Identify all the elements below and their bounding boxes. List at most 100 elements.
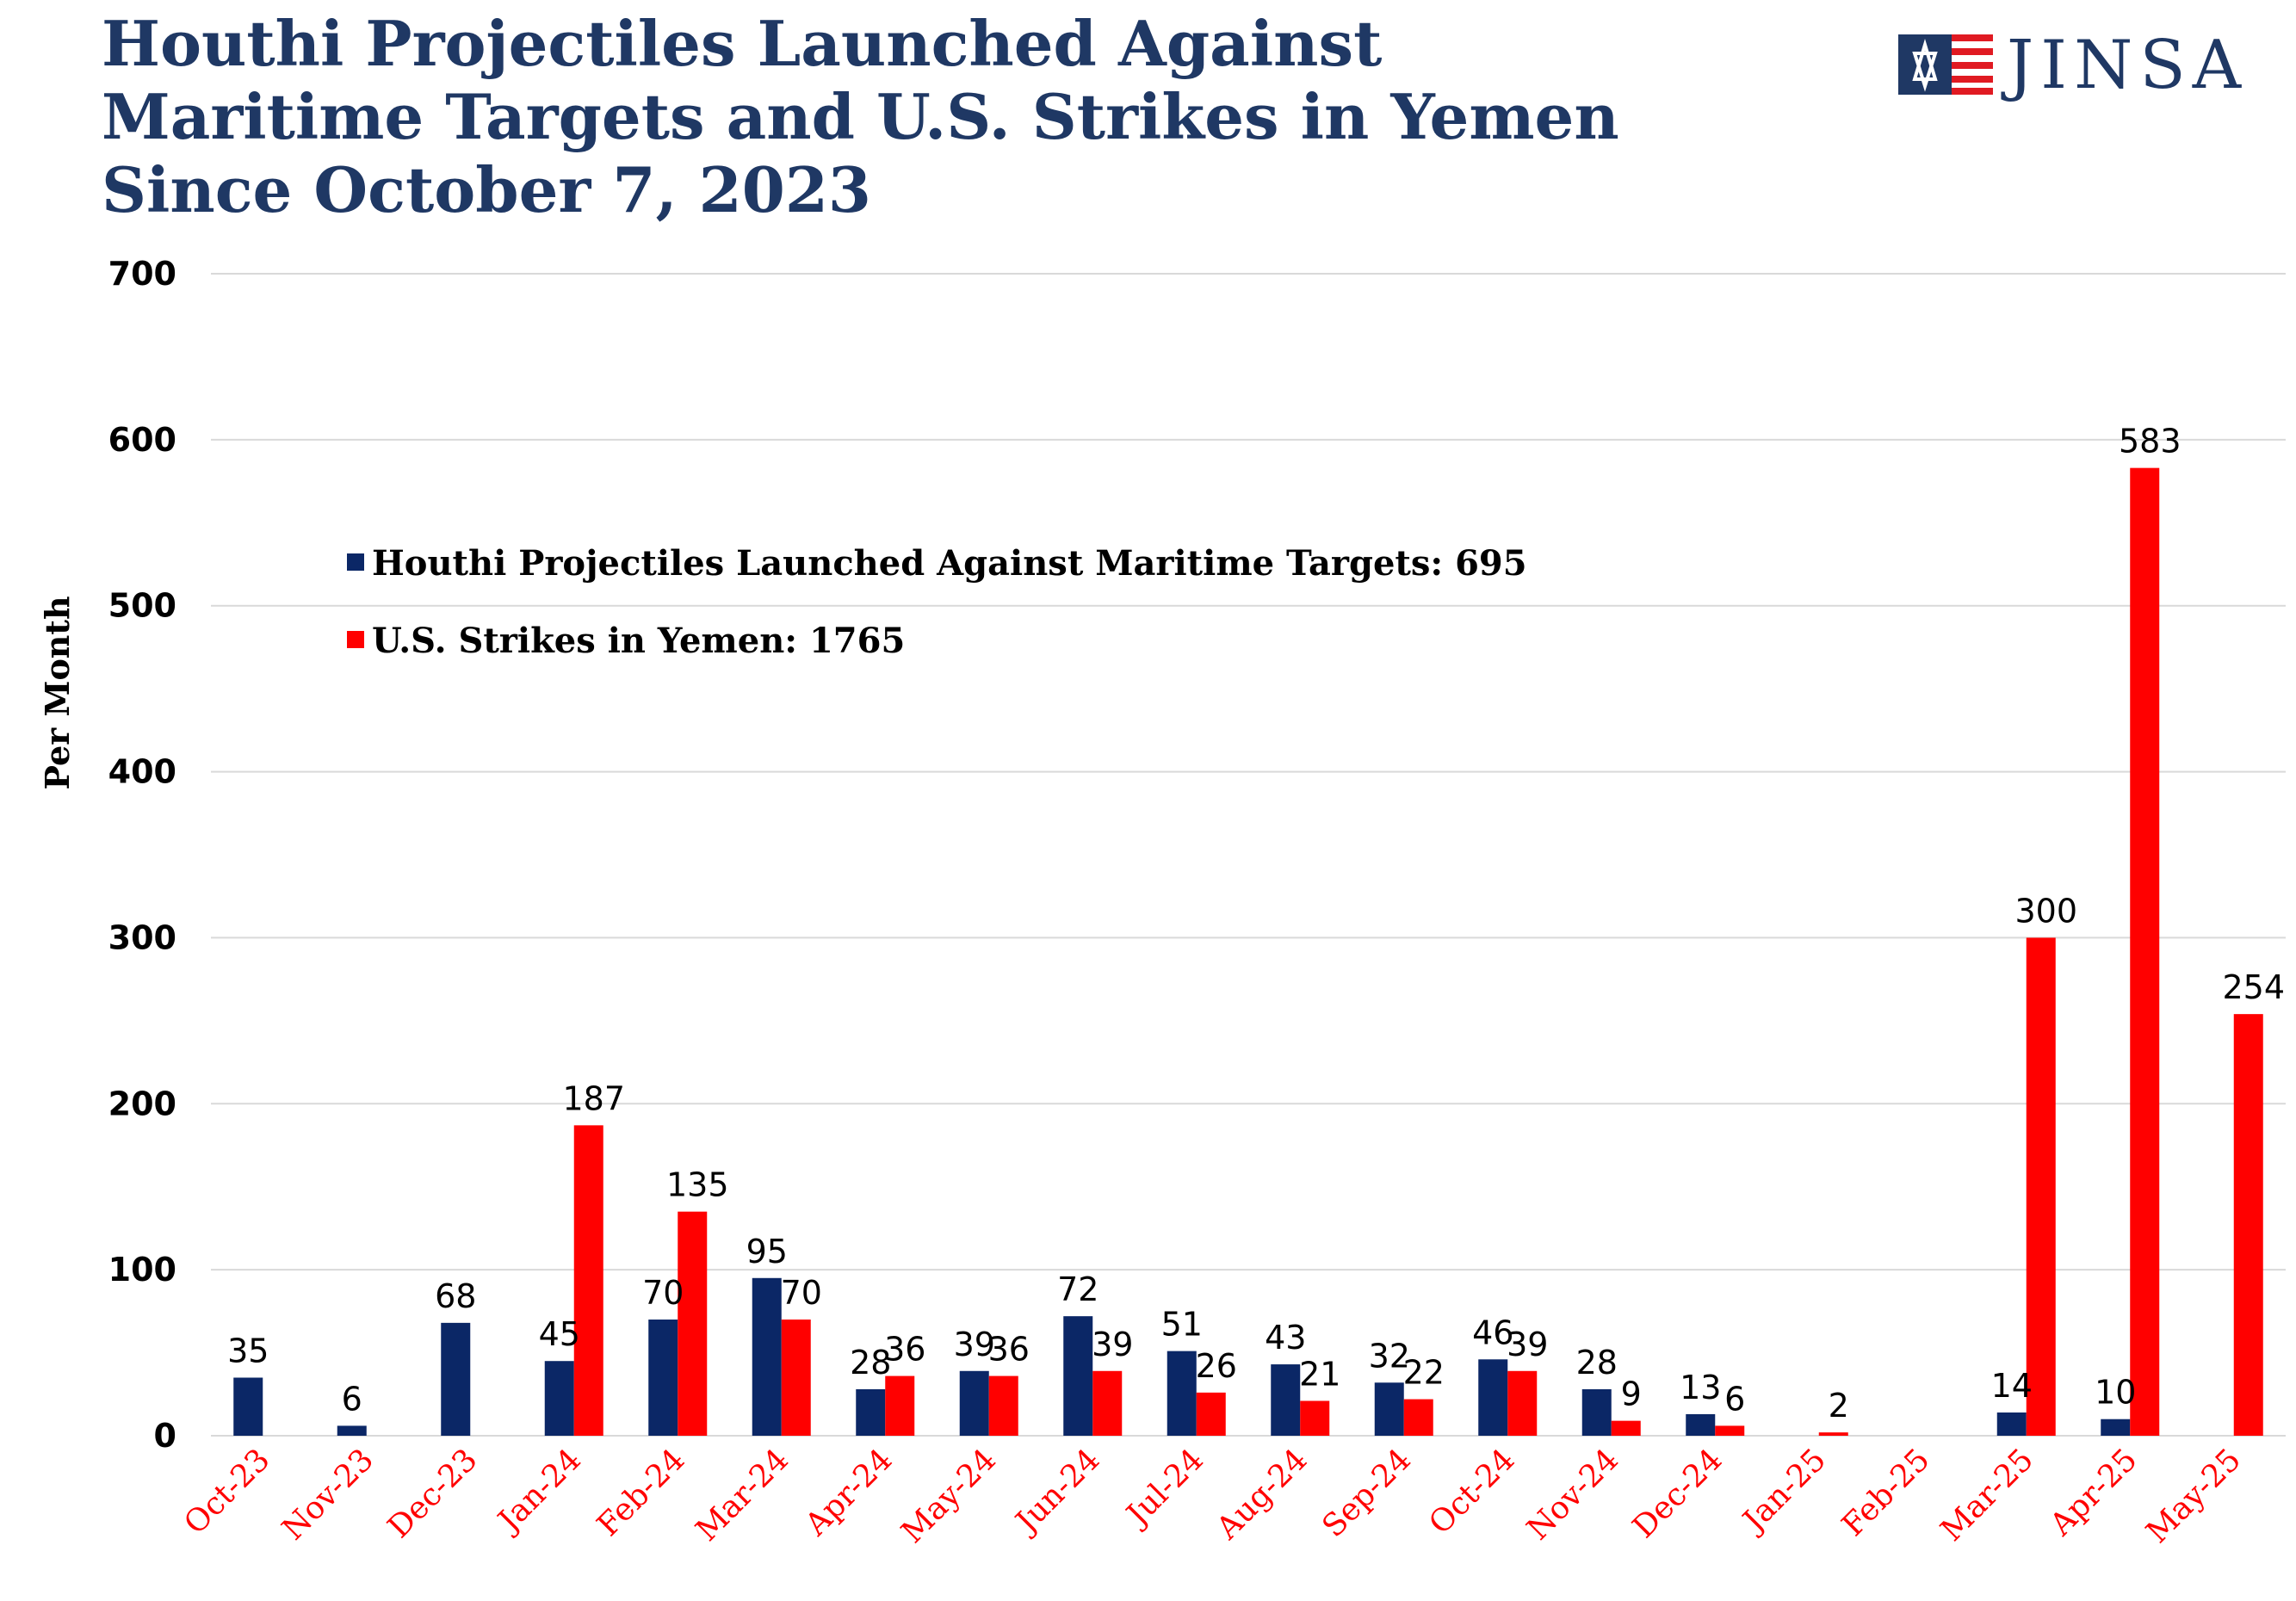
bar-strikes — [2026, 937, 2056, 1436]
bar-projectiles — [2101, 1419, 2131, 1436]
data-label-strikes: 254 — [2222, 968, 2285, 1006]
x-tick-label: Dec-23 — [381, 1442, 485, 1545]
bar-strikes — [781, 1320, 811, 1436]
bar-projectiles — [544, 1361, 574, 1436]
data-label-strikes: 36 — [884, 1331, 925, 1369]
bar-strikes — [1196, 1392, 1226, 1436]
x-tick-label: Jul-24 — [1118, 1442, 1211, 1535]
bar-projectiles — [1686, 1413, 1716, 1436]
bar-projectiles — [648, 1320, 678, 1436]
data-label-projectiles: 10 — [2095, 1374, 2136, 1412]
data-label-projectiles: 95 — [746, 1233, 788, 1270]
x-tick-label: Dec-24 — [1626, 1442, 1730, 1545]
bar-strikes — [2130, 467, 2160, 1437]
x-tick-label: Mar-25 — [1934, 1442, 2040, 1548]
data-label-strikes: 39 — [1092, 1326, 1133, 1363]
bar-projectiles — [752, 1277, 782, 1436]
x-tick-label: Oct-24 — [1422, 1442, 1521, 1541]
data-label-strikes: 36 — [988, 1331, 1030, 1369]
x-tick-label: Aug-24 — [1210, 1442, 1315, 1547]
y-tick-label: 700 — [108, 255, 176, 293]
x-tick-label: Jun-24 — [1007, 1442, 1107, 1542]
chart-title-line-1: Houthi Projectiles Launched Against — [102, 7, 1383, 80]
bar-projectiles — [1063, 1316, 1093, 1436]
x-tick-label: Apr-25 — [2043, 1442, 2144, 1543]
data-label-strikes: 300 — [2014, 892, 2077, 930]
chart-title-line-3: Since October 7, 2023 — [102, 153, 872, 226]
legend-label-projectiles: Houthi Projectiles Launched Against Mari… — [372, 543, 1527, 584]
x-tick-label: Nov-23 — [275, 1442, 381, 1547]
data-label-strikes: 22 — [1403, 1354, 1445, 1392]
data-label-projectiles: 70 — [642, 1274, 684, 1312]
data-label-projectiles: 43 — [1265, 1319, 1306, 1357]
data-label-projectiles: 32 — [1369, 1337, 1410, 1375]
bar-strikes — [1611, 1420, 1641, 1436]
bar-strikes — [573, 1125, 603, 1436]
data-label-projectiles: 14 — [1991, 1367, 2033, 1405]
bar-projectiles — [1167, 1351, 1197, 1436]
x-tick-label: May-25 — [2140, 1442, 2249, 1550]
bar-strikes — [885, 1375, 915, 1436]
bars — [233, 467, 2263, 1437]
y-tick-label: 100 — [108, 1251, 176, 1289]
legend-swatch-strikes — [347, 631, 364, 648]
legend: Houthi Projectiles Launched Against Mari… — [347, 543, 1527, 661]
bar-projectiles — [1271, 1364, 1301, 1436]
bar-strikes — [1818, 1432, 1848, 1436]
data-label-strikes: 21 — [1299, 1356, 1340, 1394]
x-tick-label: Jan-25 — [1735, 1442, 1834, 1541]
x-tick-label: Apr-24 — [798, 1442, 900, 1543]
y-tick-label: 0 — [154, 1417, 176, 1455]
chart-title-line-2: Maritime Targets and U.S. Strikes in Yem… — [102, 80, 1619, 153]
data-label-projectiles: 28 — [1576, 1344, 1618, 1382]
x-tick-label: Mar-24 — [690, 1442, 795, 1548]
x-tick-label: Oct-23 — [177, 1442, 276, 1541]
bar-projectiles — [441, 1322, 471, 1436]
bar-projectiles — [1581, 1389, 1612, 1436]
y-axis-label: Per Month — [38, 596, 77, 789]
legend-label-strikes: U.S. Strikes in Yemen: 1765 — [372, 621, 905, 661]
data-label-strikes: 6 — [1724, 1380, 1745, 1418]
data-label-strikes: 26 — [1196, 1347, 1237, 1385]
chart-title: Houthi Projectiles Launched Against Mari… — [102, 7, 1737, 226]
y-tick-label: 400 — [108, 753, 176, 791]
bar-strikes — [1092, 1370, 1123, 1436]
data-label-strikes: 9 — [1621, 1375, 1642, 1413]
bar-strikes — [678, 1211, 708, 1436]
bar-projectiles — [1478, 1359, 1508, 1436]
jinsa-logo: JINSA — [1898, 26, 2260, 103]
bar-projectiles — [1996, 1412, 2027, 1436]
gridlines — [211, 273, 2286, 1437]
data-label-projectiles: 13 — [1680, 1369, 1721, 1406]
bar-projectiles — [233, 1377, 263, 1436]
x-tick-label: Nov-24 — [1520, 1442, 1625, 1547]
data-label-strikes: 70 — [781, 1274, 822, 1312]
data-label-projectiles: 72 — [1057, 1270, 1098, 1308]
bar-strikes — [2233, 1014, 2263, 1436]
bar-strikes — [1715, 1425, 1745, 1436]
logo-text: JINSA — [2007, 27, 2249, 104]
data-label-projectiles: 45 — [539, 1315, 580, 1353]
data-label-strikes: 39 — [1507, 1326, 1548, 1363]
x-tick-label: Sep-24 — [1315, 1442, 1418, 1544]
data-label-strikes: 135 — [666, 1166, 729, 1204]
data-label-projectiles: 28 — [850, 1344, 891, 1382]
bar-strikes — [1403, 1399, 1433, 1436]
data-label-strikes: 2 — [1829, 1387, 1849, 1425]
x-tick-label: Feb-25 — [1835, 1442, 1937, 1543]
data-label-projectiles: 68 — [435, 1277, 476, 1315]
bar-projectiles — [337, 1425, 367, 1436]
x-tick-label: Jan-24 — [490, 1442, 589, 1541]
y-axis-ticks: 0 100 200 300 400 500 600 700 — [108, 255, 176, 1455]
bar-projectiles — [856, 1389, 886, 1436]
bar-strikes — [1300, 1400, 1330, 1436]
data-label-projectiles: 46 — [1472, 1314, 1513, 1351]
data-label-projectiles: 35 — [227, 1332, 269, 1370]
x-tick-label: May-24 — [895, 1442, 1004, 1550]
legend-swatch-projectiles — [347, 553, 364, 571]
y-tick-label: 500 — [108, 587, 176, 625]
x-tick-label: Feb-24 — [591, 1442, 692, 1543]
